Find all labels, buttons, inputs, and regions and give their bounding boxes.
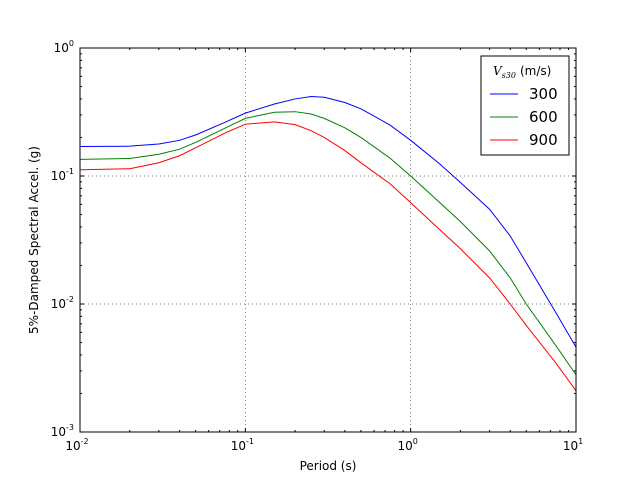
x-tick-label: 10-2 [65, 437, 88, 453]
x-tick-label: 101 [563, 437, 583, 453]
grid-lines [80, 48, 576, 432]
plot-area-frame [79, 47, 577, 433]
legend-title-unit: (m/s) [520, 64, 551, 78]
legend-label-300: 300 [529, 85, 558, 103]
x-axis-label: Period (s) [300, 459, 357, 473]
legend: Vs30 (m/s) 300 600 900 [480, 55, 570, 156]
legend-label-900: 900 [529, 131, 558, 149]
x-tick-label: 100 [397, 437, 417, 453]
legend-label-600: 600 [529, 108, 558, 126]
y-tick-label: 10-1 [51, 167, 74, 183]
legend-title-subscript: s30 [502, 71, 516, 80]
series-lines [79, 95, 577, 392]
y-tick-label: 10-3 [51, 423, 74, 439]
y-axis-label: 5%-Damped Spectral Accel. (g) [27, 146, 41, 334]
legend-entries: 300 600 900 [490, 85, 558, 149]
series-line-900 [79, 121, 577, 392]
y-tick-label: 100 [54, 39, 74, 55]
series-line-300 [79, 95, 577, 348]
legend-title-symbol: V [493, 64, 503, 78]
legend-title: Vs30 (m/s) [493, 64, 551, 80]
legend-box [480, 55, 570, 156]
y-tick-label: 10-2 [51, 295, 74, 311]
series-line-600 [79, 111, 577, 376]
x-tick-label: 10-1 [231, 437, 254, 453]
